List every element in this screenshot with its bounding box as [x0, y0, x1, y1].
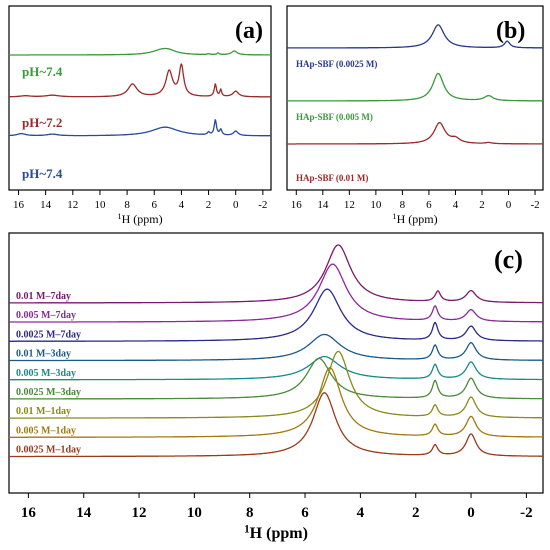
x-tick-label: 12 [344, 199, 355, 211]
series-label: HAp-SBF (0.005 M) [296, 112, 373, 122]
x-tick-label: 0 [506, 199, 512, 211]
series-line [287, 24, 543, 49]
x-tick-label: 10 [94, 199, 106, 211]
panel-c: (c) 16 14 12 10 8 6 4 2 0 -2 1H (ppm) 0.01 M–7day 0.0… [8, 232, 544, 542]
x-tick-label: 14 [40, 199, 52, 211]
series-line [9, 244, 543, 304]
x-tick-label: 14 [76, 505, 92, 521]
panel-label: (c) [494, 245, 523, 274]
x-axis-label: 1H (ppm) [244, 523, 308, 542]
series-label: 0.005 M–1day [16, 425, 76, 436]
x-tick-label: 4 [357, 505, 365, 521]
series-line [287, 122, 543, 145]
series-label: 0.01 M–7day [16, 291, 71, 302]
x-tick-label: 14 [317, 199, 329, 211]
x-tick-label: 16 [21, 505, 37, 521]
x-tick-label: 10 [187, 505, 202, 521]
x-tick-label: 8 [246, 505, 254, 521]
series-line [287, 72, 543, 102]
x-tick-label: 2 [479, 199, 485, 211]
x-tick-label: 6 [152, 199, 158, 211]
series-line [9, 350, 543, 419]
x-tick-label: 0 [467, 505, 475, 521]
x-axis-label: 1H (ppm) [392, 212, 437, 226]
x-tick-label: 2 [206, 199, 212, 211]
x-tick-label: -2 [520, 505, 533, 521]
series-label: pH~7.4 [22, 64, 63, 79]
x-tick-label: 12 [132, 505, 147, 521]
panel-b: (b) 16 14 12 10 8 6 4 2 0 -2 1H (ppm) HAp-SBF (0.002… [286, 5, 544, 226]
series-line [9, 355, 543, 381]
series-label: 0.005 M–3day [16, 368, 76, 379]
plot-frame [8, 232, 544, 494]
x-tick-label: 8 [400, 199, 406, 211]
series-line [9, 47, 271, 56]
series-label: 0.005 M–7day [16, 310, 76, 321]
series-label: pH~7.4 [22, 166, 63, 181]
x-tick-label: 16 [291, 199, 303, 211]
series-label: HAp-SBF (0.01 M) [296, 173, 368, 183]
x-tick-label: 16 [13, 199, 25, 211]
series-line [9, 63, 271, 98]
x-tick-label: 12 [67, 199, 78, 211]
panel-label: (b) [496, 18, 525, 44]
series-line [9, 118, 271, 137]
series-label: pH~7.2 [22, 115, 62, 130]
plot-frame [8, 5, 272, 191]
series-line [9, 333, 543, 362]
x-tick-label: 8 [124, 199, 130, 211]
x-tick-label: 6 [426, 199, 432, 211]
series-label: 0.0025 M–3day [16, 387, 81, 398]
x-tick-label: -2 [258, 199, 267, 211]
series-line [9, 357, 544, 400]
series-label: 0.01 M–3day [16, 349, 71, 360]
series-label: HAp-SBF (0.0025 M) [296, 59, 377, 69]
panel-label: (a) [235, 18, 263, 44]
panel-a: (a) 16 14 12 10 8 6 4 2 0 -2 1H (ppm) pH~7.4 pH~7.2 pH… [8, 5, 272, 226]
series-label: 0.0025 M–7day [16, 329, 81, 340]
x-tick-label: 2 [412, 505, 420, 521]
x-tick-label: 4 [179, 199, 185, 211]
x-axis-label: 1H (ppm) [117, 212, 162, 226]
series-line [9, 367, 544, 438]
plot-frame [286, 5, 544, 191]
x-tick-label: -2 [530, 199, 539, 211]
series-line [9, 263, 543, 323]
series-label: 0.01 M–1day [16, 406, 71, 417]
x-tick-label: 6 [301, 505, 309, 521]
x-tick-label: 0 [233, 199, 239, 211]
x-tick-label: 4 [453, 199, 459, 211]
x-tick-label: 10 [370, 199, 382, 211]
series-line [9, 392, 543, 458]
series-line [9, 288, 543, 342]
series-label: 0.0025 M–1day [16, 445, 81, 456]
